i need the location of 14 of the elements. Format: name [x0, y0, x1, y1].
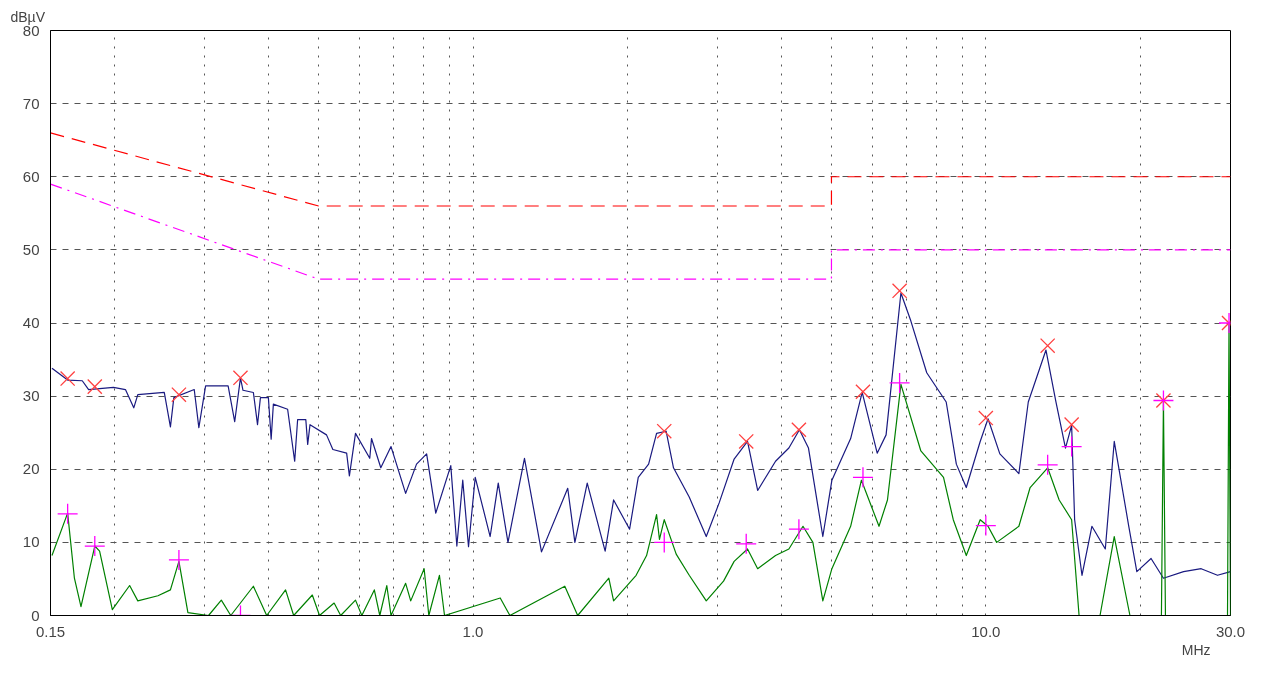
y-tick-label: 10: [22, 533, 40, 551]
x-axis-title: MHz: [1181, 641, 1211, 658]
x-tick-label: 30.0: [1215, 622, 1246, 640]
y-tick-label: 30: [22, 387, 40, 405]
y-tick-label: 70: [22, 94, 40, 112]
y-tick-label: 60: [22, 167, 40, 185]
x-tick-label: 0.15: [35, 622, 66, 640]
y-tick-label: 50: [22, 240, 40, 258]
y-tick-label: 40: [22, 314, 40, 331]
y-tick-label: 0: [31, 606, 40, 624]
x-tick-label: 1.0: [462, 622, 484, 640]
y-tick-label: 20: [22, 460, 40, 478]
y-axis-title: dBµV: [10, 8, 46, 25]
x-tick-label: 10.0: [971, 622, 1001, 640]
